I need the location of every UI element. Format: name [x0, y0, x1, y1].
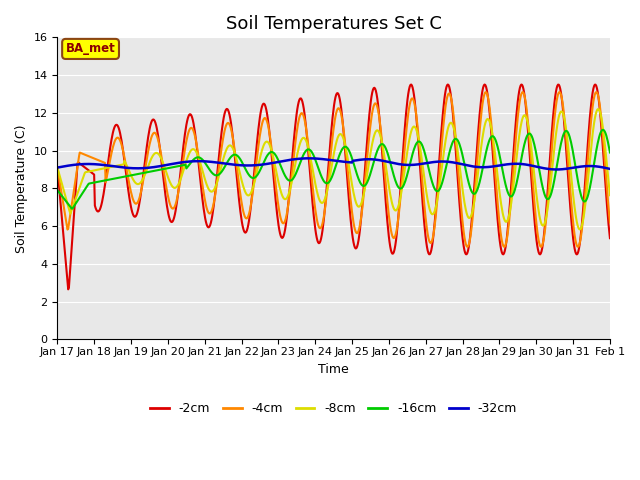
- -8cm: [247, 190, 255, 195]
- -8cm: [54, 165, 61, 170]
- Title: Soil Temperatures Set C: Soil Temperatures Set C: [226, 15, 442, 33]
- -4cm: [606, 219, 614, 225]
- X-axis label: Time: Time: [318, 362, 349, 375]
- -32cm: [553, 167, 561, 172]
- -2cm: [269, 166, 276, 171]
- -16cm: [599, 127, 607, 132]
- -32cm: [220, 160, 228, 166]
- -4cm: [463, 244, 471, 250]
- -2cm: [248, 194, 256, 200]
- -4cm: [247, 200, 255, 206]
- Text: BA_met: BA_met: [66, 42, 115, 55]
- -8cm: [576, 227, 584, 232]
- -32cm: [422, 160, 430, 166]
- -32cm: [54, 165, 61, 170]
- -16cm: [221, 164, 228, 170]
- -2cm: [392, 243, 399, 249]
- -8cm: [595, 106, 602, 112]
- -16cm: [392, 178, 399, 183]
- -16cm: [606, 150, 614, 156]
- -4cm: [54, 165, 61, 170]
- -16cm: [248, 175, 256, 180]
- -2cm: [119, 147, 127, 153]
- -16cm: [54, 187, 61, 193]
- -2cm: [54, 165, 61, 170]
- -4cm: [422, 214, 429, 220]
- -16cm: [119, 174, 127, 180]
- -4cm: [268, 150, 276, 156]
- -4cm: [220, 132, 228, 137]
- -2cm: [221, 111, 228, 117]
- Line: -8cm: -8cm: [58, 109, 610, 229]
- -32cm: [118, 165, 126, 170]
- -32cm: [606, 166, 614, 172]
- -8cm: [220, 154, 228, 160]
- Line: -16cm: -16cm: [58, 130, 610, 209]
- Line: -4cm: -4cm: [58, 92, 610, 247]
- -8cm: [390, 207, 398, 213]
- -4cm: [556, 89, 563, 95]
- -4cm: [390, 235, 398, 240]
- -8cm: [268, 150, 276, 156]
- -4cm: [118, 144, 126, 150]
- Line: -2cm: -2cm: [58, 84, 610, 289]
- -2cm: [65, 287, 72, 292]
- -16cm: [68, 206, 76, 212]
- -16cm: [269, 149, 276, 155]
- -8cm: [422, 184, 429, 190]
- -32cm: [268, 160, 276, 166]
- -2cm: [422, 239, 430, 245]
- Legend: -2cm, -4cm, -8cm, -16cm, -32cm: -2cm, -4cm, -8cm, -16cm, -32cm: [145, 397, 522, 420]
- -32cm: [305, 156, 313, 161]
- -32cm: [392, 161, 399, 167]
- -2cm: [444, 82, 452, 87]
- Y-axis label: Soil Temperature (C): Soil Temperature (C): [15, 124, 28, 252]
- -2cm: [606, 235, 614, 241]
- -16cm: [422, 156, 430, 161]
- -8cm: [118, 162, 126, 168]
- Line: -32cm: -32cm: [58, 158, 610, 169]
- -8cm: [606, 192, 614, 198]
- -32cm: [247, 163, 255, 168]
